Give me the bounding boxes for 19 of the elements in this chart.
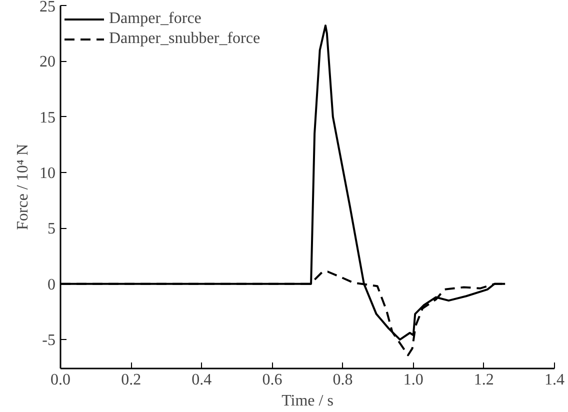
y-axis-title: Force / 10⁴ N bbox=[14, 144, 32, 230]
x-tick-label: 1.2 bbox=[474, 372, 494, 388]
y-tick-label: 0 bbox=[48, 276, 56, 294]
x-tick-label: 0.6 bbox=[262, 372, 282, 388]
x-axis-title: Time / s bbox=[282, 392, 334, 410]
x-tick-label: 1.4 bbox=[544, 372, 564, 388]
x-tick-label: 0.0 bbox=[50, 372, 70, 388]
y-tick-label: 25 bbox=[40, 0, 56, 16]
x-tick-label: 0.4 bbox=[192, 372, 212, 388]
y-tick-label: 10 bbox=[40, 165, 56, 182]
x-tick-label: 0.8 bbox=[332, 372, 353, 388]
x-tick-label: 0.2 bbox=[121, 372, 142, 388]
y-tick-label: -5 bbox=[42, 332, 56, 350]
y-tick-label: 15 bbox=[40, 109, 56, 126]
legend-label: Damper_snubber_force bbox=[109, 30, 260, 48]
x-tick-label: 1.0 bbox=[403, 372, 424, 388]
y-tick-label: 20 bbox=[40, 54, 56, 71]
y-tick-label: 5 bbox=[48, 220, 56, 238]
legend-label: Damper_force bbox=[109, 10, 202, 28]
